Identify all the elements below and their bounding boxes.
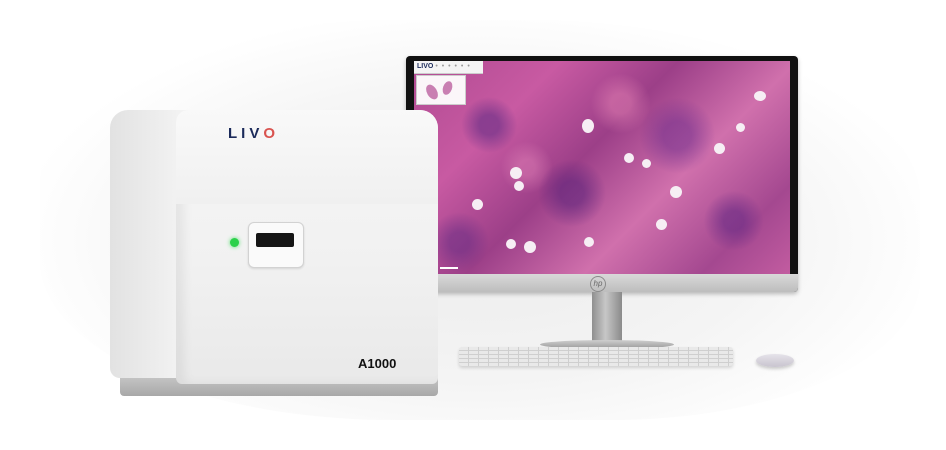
brand-logo-accent: O bbox=[263, 125, 280, 142]
scale-bar bbox=[440, 267, 458, 269]
brand-logo: LIVO bbox=[228, 125, 279, 142]
mouse bbox=[756, 354, 794, 367]
fat-cell bbox=[642, 159, 651, 168]
viewer-toolbar: LIVO • • • • • • bbox=[414, 61, 483, 74]
thumbnail-tissue bbox=[440, 79, 455, 97]
fat-cell bbox=[510, 167, 522, 179]
thumbnail-tissue bbox=[423, 82, 441, 102]
hp-logo-icon: hp bbox=[590, 276, 606, 292]
fat-cell bbox=[506, 239, 516, 249]
monitor-stand-neck bbox=[592, 292, 622, 342]
fat-cell bbox=[714, 143, 725, 154]
fat-cell bbox=[584, 237, 594, 247]
fat-cell bbox=[472, 199, 483, 210]
monitor-stand-base bbox=[540, 340, 674, 349]
scanner-top-band bbox=[176, 110, 438, 204]
fat-cell bbox=[514, 181, 524, 191]
slot-window bbox=[256, 233, 294, 247]
fat-cell bbox=[582, 119, 594, 133]
slide-thumbnail bbox=[416, 75, 466, 105]
fat-cell bbox=[736, 123, 745, 132]
fat-cell bbox=[754, 91, 766, 101]
tissue-image bbox=[414, 61, 790, 274]
fat-cell bbox=[524, 241, 536, 253]
toolbar-icons: • • • • • • bbox=[435, 63, 471, 70]
fat-cell bbox=[656, 219, 667, 230]
monitor-screen: LIVO • • • • • • bbox=[414, 61, 790, 274]
fat-cell bbox=[624, 153, 634, 163]
keyboard bbox=[459, 347, 733, 366]
model-label: A1000 bbox=[358, 356, 397, 371]
fat-cell bbox=[670, 186, 682, 198]
viewer-logo: LIVO bbox=[417, 63, 434, 70]
status-led-icon bbox=[230, 238, 239, 247]
brand-logo-prefix: LIV bbox=[228, 125, 264, 142]
